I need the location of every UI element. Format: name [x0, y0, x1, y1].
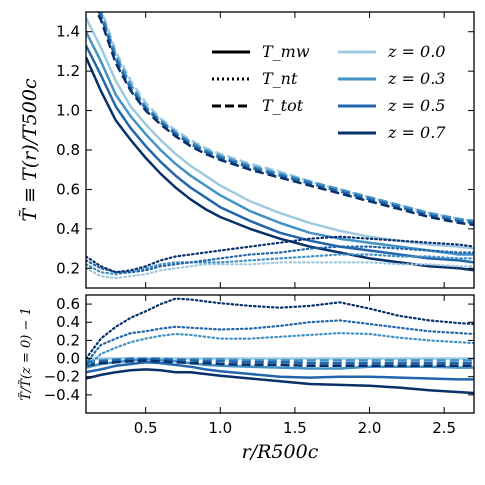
- x-tick-label: 0.5: [134, 419, 158, 437]
- series-line-1-3: [86, 368, 474, 395]
- y-tick-label: 0.2: [56, 331, 80, 349]
- x-tick-label: 1.0: [208, 419, 232, 437]
- y-tick-label: 0.4: [56, 220, 80, 238]
- top-panel: 0.2 0.4 0.6 0.8 1.0 1.2 1.4: [56, 11, 475, 289]
- series-line-0-10: [86, 245, 474, 274]
- y-tick-label: 0.4: [56, 313, 80, 331]
- series-line-0-11: [86, 235, 474, 274]
- series-line-1-5: [86, 358, 474, 365]
- series-line-1-8: [86, 319, 474, 365]
- series-line-0-8: [86, 261, 474, 280]
- bottom-panel: −0.4−0.20.00.20.40.6 0.5 1.0 1.5 2.0 2.5: [44, 294, 475, 437]
- x-tick-label: 2.0: [358, 419, 382, 437]
- legend-label-z: z = 0.3: [387, 69, 445, 88]
- legend-label-z: z = 0.7: [387, 123, 446, 142]
- series-line-1-2: [86, 360, 474, 381]
- legend-label-z: z = 0.0: [387, 42, 445, 61]
- series-line-0-2: [86, 44, 474, 264]
- y-tick-label: 0.8: [56, 141, 80, 159]
- x-tick-label: 1.5: [283, 419, 307, 437]
- x-axis-label: r/R500c: [242, 441, 319, 463]
- top-y-axis-label: T̃ ≡ T(r)/T500c: [19, 78, 41, 222]
- series-line-1-9: [86, 297, 474, 360]
- y-tick-label: 0.0: [56, 350, 80, 368]
- y-tick-label: 1.4: [56, 23, 80, 41]
- series-line-1-6: [86, 359, 474, 368]
- series-line-0-7: [95, 12, 474, 227]
- legend-label-dotted: T_nt: [262, 69, 298, 88]
- y-tick-label: 1.2: [56, 62, 80, 80]
- y-tick-label: 0.6: [56, 295, 80, 313]
- legend: T_mw T_nt T_tot z = 0.0 z = 0.3 z = 0.5 z = 0.…: [212, 42, 446, 142]
- series-line-0-1: [86, 31, 474, 256]
- legend-label-z: z = 0.5: [387, 96, 445, 115]
- plot-frame: [85, 294, 475, 414]
- y-tick-label: −0.2: [44, 368, 80, 386]
- y-tick-label: −0.4: [44, 386, 80, 404]
- y-tick-label: 1.0: [56, 102, 80, 120]
- x-tick-label: 2.5: [432, 419, 456, 437]
- legend-label-dashed: T_tot: [262, 96, 304, 115]
- plot-frame: [85, 11, 475, 289]
- y-tick-label: 0.6: [56, 180, 80, 198]
- series-line-0-3: [86, 56, 474, 272]
- bottom-y-axis-label: T̃/T̃(z = 0) − 1: [18, 307, 34, 401]
- y-tick-label: 0.2: [56, 259, 80, 277]
- series-line-0-5: [99, 12, 474, 223]
- series-line-0-4: [100, 12, 474, 223]
- legend-label-solid: T_mw: [262, 42, 310, 61]
